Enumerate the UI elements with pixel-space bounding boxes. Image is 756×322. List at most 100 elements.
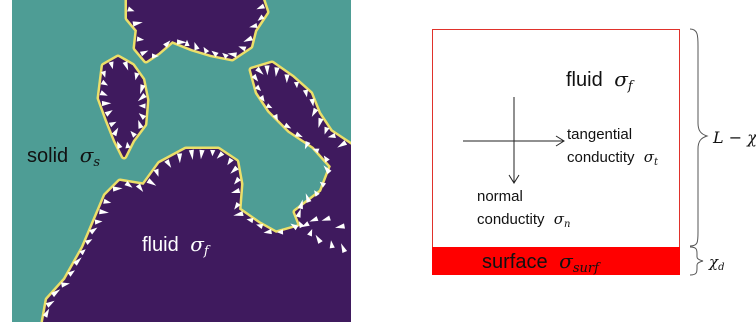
surface-normal-arrow: [305, 193, 312, 203]
surface-normal-arrow: [222, 52, 229, 59]
surface-normal-arrow: [146, 178, 157, 186]
surface-normal-arrow: [117, 141, 123, 149]
surface-normal-arrow: [100, 70, 106, 78]
surface-normal-arrow: [130, 130, 137, 138]
surface-normal-arrow: [233, 211, 244, 216]
surface-normal-arrow: [318, 117, 324, 128]
surface-normal-arrow: [341, 243, 348, 253]
surface-normal-arrow: [258, 95, 265, 102]
surface-layer: [432, 247, 680, 275]
surface-normal-arrow: [256, 224, 264, 229]
surface-normal-arrow: [127, 6, 135, 12]
surface-normal-arrow: [309, 216, 319, 222]
surface-normal-arrow: [309, 98, 315, 107]
surface-normal-arrow: [234, 176, 241, 185]
conductivity-schematic: fluid σf tangential conductity σt normal…: [432, 28, 756, 276]
surface-normal-arrow: [61, 282, 70, 288]
surface-normal-arrow: [45, 300, 55, 308]
surface-normal-arrow: [73, 257, 82, 266]
surface-normal-arrow: [321, 215, 331, 221]
surface-normal-arrow: [211, 50, 219, 58]
surface-normal-arrow: [257, 14, 265, 21]
surface-normal-arrow: [176, 39, 187, 45]
surface-normal-arrow: [94, 219, 103, 225]
surface-normal-arrow: [227, 52, 237, 58]
surface-normal-arrow: [134, 72, 140, 81]
surface-conductivity-label: surface σsurf: [482, 249, 601, 276]
surface-normal-arrow: [284, 74, 290, 84]
surface-normal-arrow: [324, 126, 330, 135]
pore-fluid-label: fluid σf: [142, 232, 211, 259]
surface-normal-arrow: [327, 133, 336, 138]
surface-normal-arrow: [283, 122, 292, 129]
surface-normal-arrow: [84, 239, 93, 245]
surface-normal-arrow: [125, 141, 131, 149]
surface-normal-arrow: [256, 3, 265, 10]
surface-normal-arrow: [274, 67, 280, 77]
surface-normal-arrow: [138, 103, 146, 109]
surface-normal-arrow: [103, 198, 112, 204]
surface-normal-arrow: [238, 46, 247, 52]
surface-normal-arrow: [89, 227, 98, 235]
surface-normal-arrow: [67, 270, 75, 277]
surface-normal-arrow: [323, 165, 332, 175]
surface-normal-arrow: [203, 46, 210, 54]
surface-normal-arrow: [138, 119, 144, 129]
surface-normal-arrow: [188, 149, 194, 160]
surface-normal-arrow: [295, 208, 301, 218]
solid-label: solid σs: [27, 143, 100, 170]
surface-normal-arrow: [176, 153, 183, 164]
surface-normal-arrow: [140, 84, 146, 95]
surface-normal-arrow: [234, 202, 241, 210]
surface-normal-arrow: [246, 217, 254, 224]
surface-normal-arrow: [230, 165, 239, 174]
surface-normal-arrow: [337, 140, 348, 148]
surface-normal-arrow: [293, 81, 300, 89]
normal-arrow: [508, 97, 520, 184]
surface-normal-arrow: [335, 223, 345, 229]
surface-normal-arrow: [112, 186, 123, 192]
surface-normal-arrow: [99, 90, 108, 96]
surface-normal-arrow: [315, 234, 323, 244]
normal-conductivity-label: normal conductity σn: [477, 188, 570, 230]
surface-normal-arrow: [132, 21, 143, 27]
brace-surface-thickness: [689, 246, 704, 276]
surface-normal-arrow: [124, 180, 133, 188]
bulk-thickness-label: L − χd: [712, 128, 756, 149]
surface-normal-arrow: [138, 113, 147, 120]
surface-normal-arrow: [51, 289, 61, 298]
brace-bulk-thickness: [689, 28, 709, 247]
surface-normal-arrow: [108, 61, 114, 70]
surface-normal-arrow: [301, 221, 310, 227]
surface-normal-arrow: [136, 36, 145, 42]
surface-normal-arrow: [153, 168, 159, 177]
surface-normal-arrow: [137, 93, 147, 102]
surface-normal-arrow: [100, 79, 108, 86]
surface-normal-arrow: [294, 131, 303, 138]
surface-normal-arrow: [323, 155, 330, 163]
surface-normal-arrow: [304, 141, 311, 150]
surface-normal-arrow: [255, 66, 264, 75]
surface-normal-arrow: [312, 148, 320, 154]
surface-normal-arrow: [231, 188, 241, 193]
fluid-domain-box: [432, 29, 680, 248]
surface-normal-arrow: [135, 183, 144, 192]
surface-normal-arrow: [199, 149, 205, 160]
surface-normal-arrow: [319, 181, 327, 188]
surface-normal-arrow: [139, 50, 149, 57]
surface-normal-arrow: [243, 35, 254, 42]
tangential-conductivity-label: tangential conductity σt: [567, 126, 659, 168]
microstructure-panel: solid σs fluid σf: [12, 0, 351, 322]
surface-normal-arrow: [227, 157, 234, 166]
surface-normal-arrow: [311, 107, 319, 117]
surface-thickness-label: χd: [708, 253, 725, 273]
surface-normal-arrow: [210, 149, 216, 157]
surface-normal-arrow: [276, 229, 284, 235]
surface-normal-arrow: [272, 113, 278, 121]
surface-normal-arrow: [101, 100, 112, 107]
surface-normal-arrow: [290, 223, 299, 231]
surface-normal-arrow: [249, 23, 258, 28]
surface-normal-arrow: [194, 42, 200, 51]
surface-normal-arrow: [302, 89, 309, 98]
surface-normal-arrow: [184, 39, 190, 46]
